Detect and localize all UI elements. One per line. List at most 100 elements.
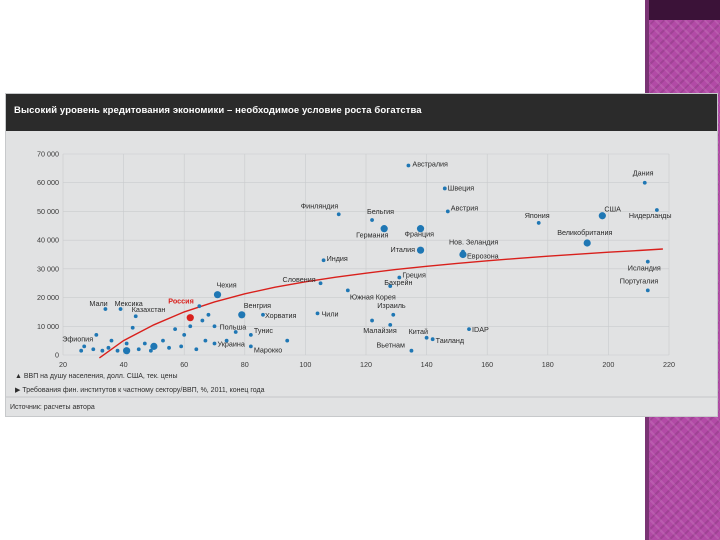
source-note: Источник: расчеты автора <box>10 404 95 411</box>
point-label: Франция <box>405 230 435 239</box>
x-tick-label: 40 <box>120 360 128 369</box>
decorative-band-top <box>649 0 720 20</box>
scatter-point <box>186 314 194 322</box>
axis-ticks: 0 10 000 20 000 30 000 40 000 50 000 60 000 70 … <box>37 150 675 370</box>
scatter-point <box>424 335 429 340</box>
x-tick-label: 60 <box>180 360 188 369</box>
scatter-point <box>238 311 246 319</box>
scatter-point <box>318 281 323 286</box>
point-label: Вьетнам <box>376 341 405 350</box>
grid-lines <box>62 153 670 356</box>
scatter-point <box>336 212 341 217</box>
scatter-point <box>391 312 396 317</box>
point-label: Великобритания <box>557 228 612 237</box>
scatter-point <box>118 307 123 311</box>
scatter-point <box>406 163 411 168</box>
scatter-point <box>645 259 650 264</box>
scatter-point <box>370 218 374 222</box>
scatter-point <box>142 341 147 346</box>
point-label: Австрия <box>451 203 478 212</box>
scatter-point <box>103 307 108 311</box>
x-tick-label: 20 <box>59 360 67 369</box>
y-tick-label: 50 000 <box>37 207 59 216</box>
chart-title: Высокий уровень кредитования экономики –… <box>14 105 422 116</box>
scatter-point <box>321 258 326 263</box>
point-label: Словения <box>283 275 316 284</box>
y-tick-label: 0 <box>55 351 59 360</box>
trend-line <box>98 248 663 359</box>
scatter-point <box>148 348 153 353</box>
point-label: Бельгия <box>367 207 394 216</box>
point-label: Израиль <box>377 301 406 310</box>
scatter-point <box>194 347 199 352</box>
point-label: Индия <box>327 254 348 263</box>
scatter-point <box>82 344 87 349</box>
y-tick-label: 30 000 <box>37 264 59 273</box>
scatter-point <box>136 347 141 352</box>
point-label: Бахрейн <box>384 278 412 287</box>
scatter-point <box>206 312 211 317</box>
scatter-plot: 0 10 000 20 000 30 000 40 000 50 000 60 000 70 … <box>6 150 717 411</box>
scatter-point <box>416 246 425 254</box>
scatter-point <box>109 338 114 343</box>
scatter-point <box>388 322 393 327</box>
point-label: Южная Корея <box>350 292 396 301</box>
point-label: Германия <box>356 231 388 240</box>
point-label: Россия <box>168 297 194 306</box>
y-tick-label: 20 000 <box>37 293 59 302</box>
point-label: Китай <box>409 327 428 336</box>
scatter-point <box>430 337 435 342</box>
point-label: Исландия <box>628 264 661 273</box>
scatter-point <box>598 212 606 220</box>
scatter-point <box>388 284 393 288</box>
scatter-point <box>380 225 388 233</box>
y-tick-label: 60 000 <box>37 178 59 187</box>
scatter-point <box>248 333 253 337</box>
scatter-point <box>224 338 229 343</box>
scatter-point <box>161 338 165 343</box>
x-tick-label: 100 <box>299 360 311 369</box>
point-label: IDAP <box>472 325 489 334</box>
legend-x-indicator: ▶ Требования фин. институтов к частному … <box>15 386 265 394</box>
y-tick-label: 70 000 <box>37 150 59 159</box>
scatter-point <box>261 312 265 317</box>
scatter-point <box>124 341 129 346</box>
scatter-point <box>645 288 650 293</box>
point-label: Польша <box>220 322 247 331</box>
point-label: Марокко <box>254 345 282 354</box>
point-labels: Австралия Швеция Дания Финляндия Бельгия Авст… <box>62 159 671 354</box>
scatter-point <box>409 348 414 353</box>
scatter-point <box>213 291 222 299</box>
x-tick-label: 120 <box>360 360 372 369</box>
scatter-point <box>150 342 158 350</box>
point-label: Мали <box>89 299 107 308</box>
point-label: Австралия <box>412 159 448 168</box>
scatter-point <box>179 344 184 349</box>
scatter-point <box>115 348 120 353</box>
y-tick-label: 40 000 <box>37 236 59 245</box>
x-tick-label: 200 <box>602 360 614 369</box>
scatter-point <box>442 186 447 191</box>
scatter-point <box>654 208 659 212</box>
scatter-point <box>345 288 350 293</box>
scatter-point <box>91 347 96 352</box>
scatter-point <box>200 318 205 323</box>
scatter-point <box>212 341 217 346</box>
point-label: США <box>604 205 621 214</box>
x-tick-label: 140 <box>421 360 433 369</box>
point-label: Малайзия <box>363 326 397 335</box>
scatter-point <box>130 325 135 330</box>
scatter-point <box>642 180 647 185</box>
point-label: Венгрия <box>244 301 271 310</box>
data-points <box>79 163 659 355</box>
y-tick-label: 10 000 <box>37 322 59 331</box>
scatter-point <box>167 345 171 350</box>
point-label: Чили <box>322 309 339 318</box>
legend-y-indicator: ▲ ВВП на душу населения, долл. США, тек.… <box>15 373 178 380</box>
chart-header: Высокий уровень кредитования экономики –… <box>6 94 717 131</box>
scatter-point <box>203 338 208 343</box>
chart-legend: ▲ ВВП на душу населения, долл. США, тек.… <box>15 373 265 394</box>
point-label: Хорватия <box>265 311 297 320</box>
point-label: Тунис <box>254 326 274 335</box>
